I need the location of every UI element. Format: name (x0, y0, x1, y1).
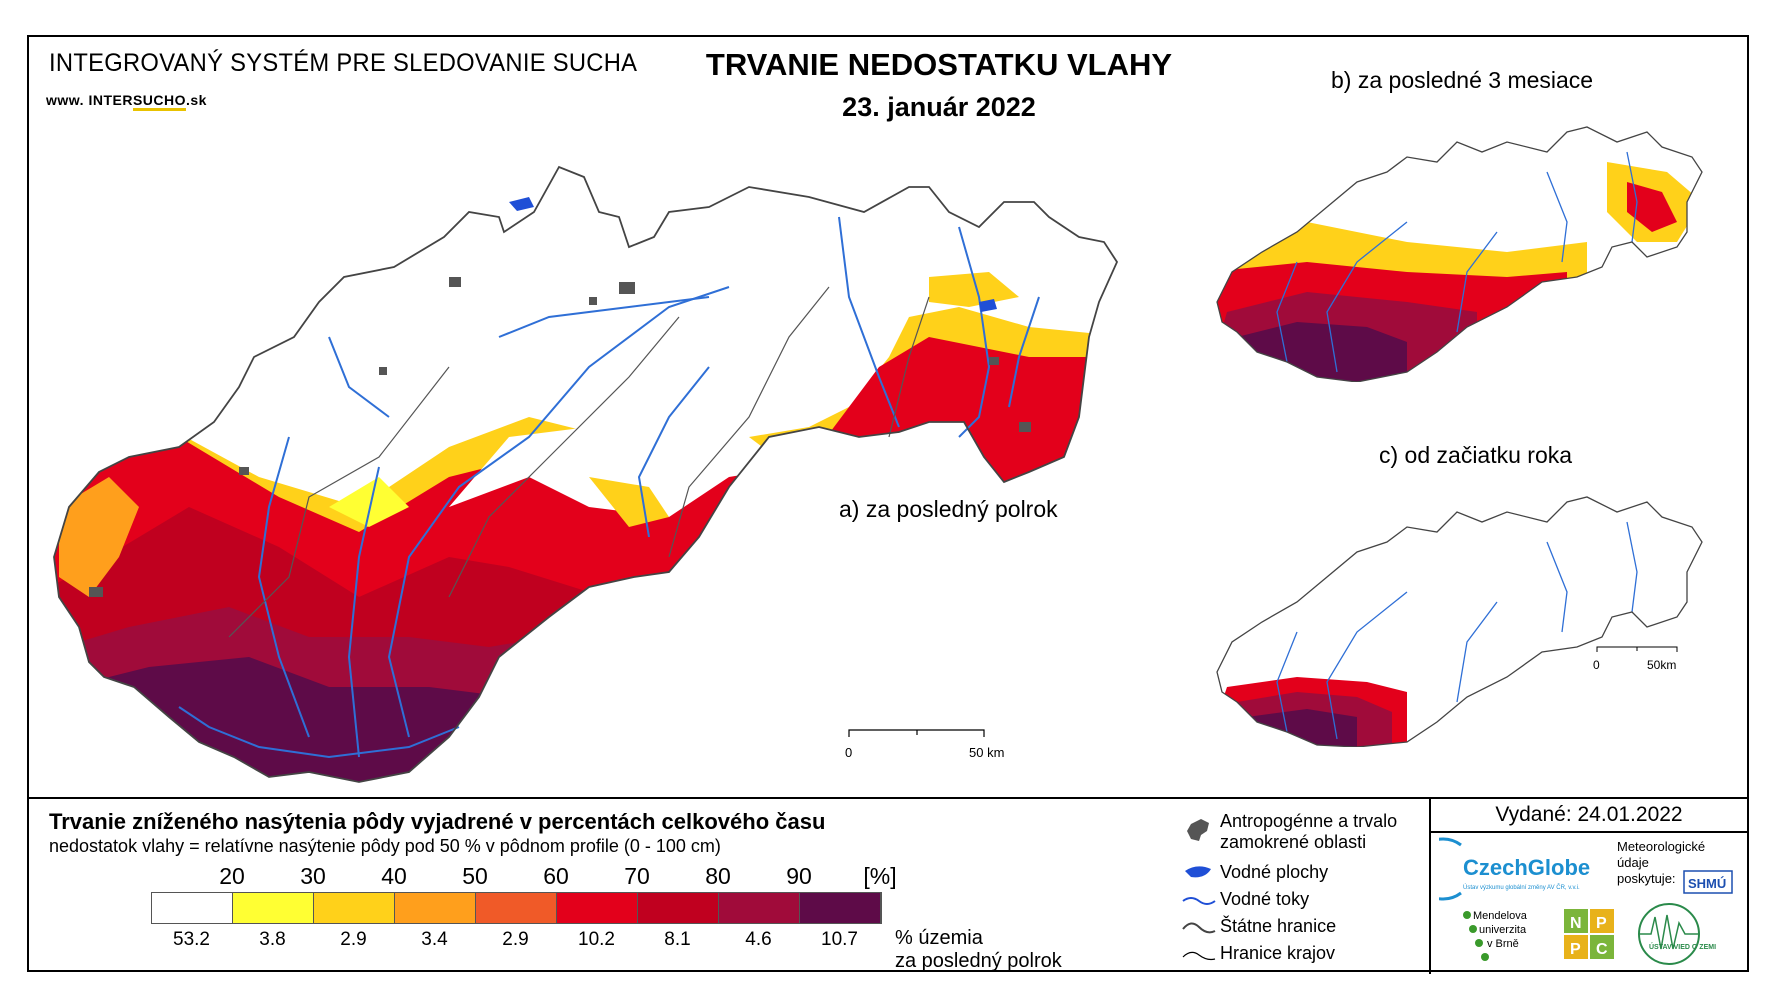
map-b (1216, 126, 1703, 382)
legend-water-streams: Vodné toky (1220, 889, 1310, 909)
colorbar-percentage: 8.1 (664, 929, 691, 950)
czechglobe-name: CzechGlobe (1463, 855, 1590, 880)
uvz-logo: ÚSTAV VIED O ZEMI (1638, 903, 1716, 965)
website-suffix: .sk (186, 92, 207, 108)
colorbar (151, 892, 882, 924)
svg-text:údaje: údaje (1617, 855, 1649, 870)
svg-text:P: P (1596, 915, 1607, 932)
svg-text:0: 0 (1593, 658, 1600, 672)
colorbar-tick: 90 (786, 863, 812, 889)
map-c: 0 50km (1216, 496, 1703, 747)
svg-text:50km: 50km (1647, 658, 1676, 672)
colorbar-swatch (800, 893, 881, 923)
main-title: TRVANIE NEDOSTATKU VLAHY (705, 47, 1173, 82)
region-border-icon (1182, 951, 1216, 961)
map-a: a) za posledný polrok 0 50 km (53, 166, 1118, 783)
svg-text:univerzita: univerzita (1479, 924, 1527, 936)
shmu-name: SHMÚ (1688, 876, 1726, 891)
colorbar-swatch (233, 893, 314, 923)
colorbar-percentage: 53.2 (173, 929, 210, 950)
svg-text:poskytuje:: poskytuje: (1617, 871, 1676, 886)
svg-text:Meteorologické: Meteorologické (1617, 839, 1705, 854)
map-c-label: c) od začiatku roka (1379, 442, 1573, 468)
system-title: INTEGROVANÝ SYSTÉM PRE SLEDOVANIE SUCHA (49, 49, 638, 77)
colorbar-tick: 60 (543, 863, 569, 889)
colorbar-swatch (557, 893, 638, 923)
water-body-icon (1185, 866, 1211, 878)
issued-date: Vydané: 24.01.2022 (1431, 799, 1747, 833)
legend-title: Trvanie zníženého nasýtenia pôdy vyjadre… (49, 809, 826, 834)
scale-bar-main: 0 50 km (845, 729, 1004, 760)
legend-subtitle: nedostatok vlahy = relatívne nasýtenie p… (49, 836, 721, 856)
svg-text:C: C (1596, 941, 1608, 958)
legend-region-border: Hranice krajov (1220, 943, 1336, 963)
svg-text:P: P (1570, 941, 1581, 958)
colorbar-swatch (152, 893, 233, 923)
state-border-icon (1182, 922, 1216, 934)
colorbar-tick: [%] (863, 863, 897, 889)
nppc-logo: N P P C (1564, 909, 1614, 959)
colorbar-tick: 70 (624, 863, 650, 889)
czechglobe-subtitle: Ústav výzkumu globální změny AV ČR, v.v.… (1463, 884, 1580, 891)
legend-panel: Trvanie zníženého nasýtenia pôdy vyjadre… (29, 797, 1747, 974)
main-date: 23. január 2022 (842, 92, 1036, 122)
partner-logos: CzechGlobe Ústav výzkumu globální změny … (1439, 837, 1733, 965)
legend-state-border: Štátne hranice (1220, 916, 1337, 936)
website-sucho: SUCHO (132, 92, 186, 111)
colorbar-percentage: 3.4 (421, 929, 448, 950)
colorbar-tick: 40 (381, 863, 407, 889)
colorbar-percentage: 2.9 (340, 929, 367, 950)
colorbar-tick: 50 (462, 863, 488, 889)
svg-text:0: 0 (845, 745, 852, 760)
shmu-logo (1683, 870, 1733, 894)
legend-symbols (1182, 819, 1216, 961)
colorbar-swatch (476, 893, 557, 923)
svg-text:Mendelova: Mendelova (1473, 910, 1528, 922)
colorbar-percentage: 10.2 (578, 929, 615, 950)
colorbar-swatch (314, 893, 395, 923)
colorbar-swatch (638, 893, 719, 923)
separator (1429, 799, 1431, 974)
colorbar-percentage: 10.7 (821, 929, 858, 950)
mendel-logo (1463, 911, 1489, 961)
legend-water-areas: Vodné plochy (1220, 862, 1329, 882)
svg-text:N: N (1570, 915, 1582, 932)
colorbar-tick: 30 (300, 863, 326, 889)
colorbar-tick: 80 (705, 863, 731, 889)
colorbar-tick: 20 (219, 863, 245, 889)
colorbar-percentage: 4.6 (745, 929, 772, 950)
legend-anthropogenic: Antropogénne a trvalo zamokrené oblasti (1220, 811, 1398, 852)
colorbar-percentage: 3.8 (259, 929, 286, 950)
czechglobe-logo (1439, 837, 1462, 901)
colorbar-swatch (719, 893, 800, 923)
map-a-label: a) za posledný polrok (839, 496, 1058, 522)
map-frame: INTEGROVANÝ SYSTÉM PRE SLEDOVANIE SUCHA … (27, 35, 1749, 974)
percent-area-label: % územia za posledný polrok (895, 927, 1062, 972)
anthropogenic-icon (1187, 819, 1209, 841)
colorbar-percentage: 2.9 (502, 929, 529, 950)
scale-bar-small: 0 50km (1593, 646, 1678, 672)
svg-text:50 km: 50 km (969, 745, 1004, 760)
website-link[interactable]: www. INTERSUCHO.sk (46, 92, 207, 111)
river-icon (1182, 897, 1216, 905)
website-prefix: www. (46, 92, 85, 108)
svg-text:v Brně: v Brně (1487, 938, 1519, 950)
website-inter: INTER (88, 92, 133, 108)
colorbar-swatch (395, 893, 476, 923)
map-b-label: b) za posledné 3 mesiace (1331, 67, 1594, 93)
svg-text:ÚSTAV VIED O ZEMI: ÚSTAV VIED O ZEMI (1649, 942, 1716, 951)
